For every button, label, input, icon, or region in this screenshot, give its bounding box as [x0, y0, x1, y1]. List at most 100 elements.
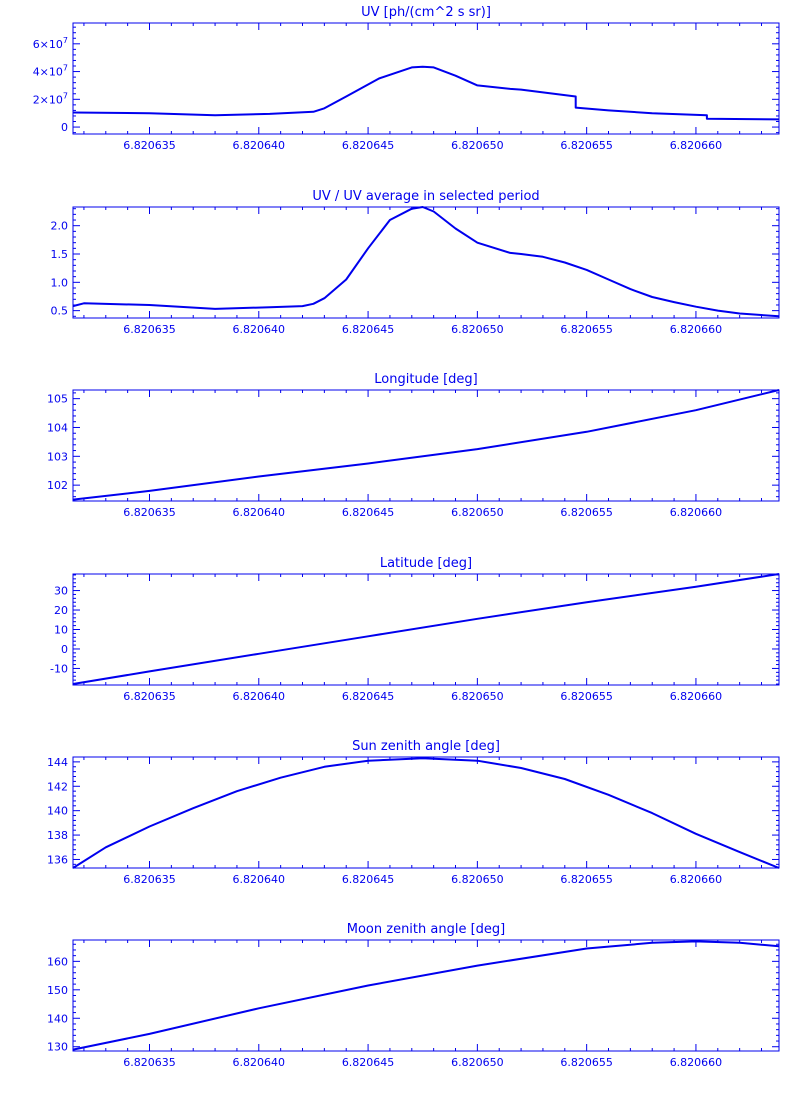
- y-tick-label: 102: [47, 479, 68, 492]
- panel-title: UV [ph/(cm^2 s sr)]: [361, 5, 491, 20]
- series-line: [72, 389, 780, 501]
- y-tick-label: 4×107: [33, 64, 68, 79]
- y-tick-mantissa: 136: [47, 853, 68, 866]
- chart-panel-2: UV / UV average in selected period 6.8206…: [51, 189, 780, 336]
- plot-frame: [72, 22, 780, 135]
- y-tick-exponent: 7: [63, 36, 68, 45]
- x-tick-label: 6.820645: [342, 139, 395, 152]
- panel-title: Longitude [deg]: [374, 372, 477, 387]
- plot-frame: [72, 389, 780, 502]
- y-tick-exponent: 7: [63, 91, 68, 100]
- x-tick-label: 6.820650: [451, 690, 504, 703]
- y-tick-label: 0: [61, 643, 68, 656]
- x-tick-label: 6.820655: [560, 873, 613, 886]
- x-tick-label: 6.820645: [342, 1056, 395, 1069]
- x-tick-label: 6.820635: [123, 139, 176, 152]
- x-tick-label: 6.820660: [670, 506, 723, 519]
- panel-title: UV / UV average in selected period: [312, 189, 539, 204]
- x-tick-label: 6.820655: [560, 1056, 613, 1069]
- y-tick-label: 1.0: [51, 276, 69, 289]
- y-tick-label: 150: [47, 984, 68, 997]
- x-tick-label: 6.820635: [123, 690, 176, 703]
- y-tick-label: 136: [47, 853, 68, 866]
- y-tick-label: 0.5: [51, 305, 69, 318]
- y-tick-mantissa: 30: [54, 585, 68, 598]
- y-tick-mantissa: -10: [50, 662, 68, 675]
- y-tick-mantissa: 130: [47, 1041, 68, 1054]
- panel-title: Sun zenith angle [deg]: [352, 739, 500, 754]
- y-tick-label: 1.5: [51, 248, 69, 261]
- chart-panel-6: Moon zenith angle [deg] 6.820635 6.820640 6…: [47, 922, 780, 1069]
- series-line: [72, 206, 780, 318]
- y-tick-label: 6×107: [33, 36, 68, 51]
- x-tick-label: 6.820650: [451, 1056, 504, 1069]
- y-tick-mantissa: 1.5: [51, 248, 69, 261]
- y-tick-label: 144: [47, 756, 68, 769]
- series-line: [72, 940, 780, 1051]
- x-tick-label: 6.820645: [342, 690, 395, 703]
- y-tick-mantissa: 144: [47, 756, 68, 769]
- y-tick-label: 140: [47, 1012, 68, 1025]
- y-tick-label: 30: [54, 585, 68, 598]
- y-tick-mantissa: 103: [47, 450, 68, 463]
- x-tick-label: 6.820660: [670, 1056, 723, 1069]
- x-tick-label: 6.820640: [233, 506, 286, 519]
- panel-title: Latitude [deg]: [380, 556, 472, 571]
- y-tick-mantissa: 104: [47, 421, 68, 434]
- x-tick-label: 6.820650: [451, 873, 504, 886]
- x-tick-label: 6.820645: [342, 873, 395, 886]
- series-line: [72, 757, 780, 869]
- x-tick-label: 6.820660: [670, 873, 723, 886]
- x-tick-label: 6.820655: [560, 323, 613, 336]
- x-tick-label: 6.820640: [233, 1056, 286, 1069]
- y-tick-label: 20: [54, 604, 68, 617]
- y-tick-mantissa: 102: [47, 479, 68, 492]
- x-tick-label: 6.820655: [560, 690, 613, 703]
- y-tick-exponent: 7: [63, 64, 68, 73]
- y-tick-mantissa: 140: [47, 805, 68, 818]
- y-tick-mantissa: 142: [47, 780, 68, 793]
- chart-panel-5: Sun zenith angle [deg] 6.820635 6.820640 6.…: [47, 739, 780, 886]
- chart-panel-3: Longitude [deg] 6.820635 6.820640 6.820645 6…: [47, 372, 780, 519]
- y-tick-mantissa: 20: [54, 604, 68, 617]
- chart-panel-4: Latitude [deg] 6.820635 6.820640 6.820645 6.…: [50, 556, 780, 703]
- y-tick-label: -10: [50, 662, 68, 675]
- y-tick-mantissa: 0.5: [51, 305, 69, 318]
- series-line: [72, 65, 780, 121]
- y-tick-mantissa: 138: [47, 829, 68, 842]
- x-tick-label: 6.820650: [451, 139, 504, 152]
- x-tick-label: 6.820655: [560, 506, 613, 519]
- y-tick-label: 10: [54, 624, 68, 637]
- x-tick-label: 6.820650: [451, 506, 504, 519]
- y-tick-label: 140: [47, 805, 68, 818]
- y-tick-label: 2.0: [51, 220, 69, 233]
- chart-panel-1: UV [ph/(cm^2 s sr)] 6.820635 6.820640 6.820…: [33, 5, 780, 152]
- y-tick-mantissa: 4×10: [33, 66, 63, 79]
- y-tick-mantissa: 6×10: [33, 38, 63, 51]
- y-tick-mantissa: 10: [54, 624, 68, 637]
- y-tick-label: 105: [47, 393, 68, 406]
- y-tick-mantissa: 0: [61, 643, 68, 656]
- panel-title: Moon zenith angle [deg]: [347, 922, 505, 937]
- y-tick-label: 160: [47, 955, 68, 968]
- y-tick-label: 0: [61, 121, 68, 134]
- x-tick-label: 6.820635: [123, 323, 176, 336]
- x-tick-label: 6.820660: [670, 139, 723, 152]
- series-line: [72, 573, 780, 685]
- x-tick-label: 6.820640: [233, 690, 286, 703]
- plot-frame: [72, 756, 780, 869]
- y-tick-label: 2×107: [33, 91, 68, 106]
- x-tick-label: 6.820660: [670, 690, 723, 703]
- y-tick-label: 142: [47, 780, 68, 793]
- x-tick-label: 6.820635: [123, 1056, 176, 1069]
- x-tick-label: 6.820660: [670, 323, 723, 336]
- x-tick-label: 6.820645: [342, 323, 395, 336]
- x-tick-label: 6.820640: [233, 139, 286, 152]
- x-tick-label: 6.820635: [123, 506, 176, 519]
- x-tick-label: 6.820645: [342, 506, 395, 519]
- x-tick-label: 6.820635: [123, 873, 176, 886]
- y-tick-label: 138: [47, 829, 68, 842]
- x-tick-label: 6.820650: [451, 323, 504, 336]
